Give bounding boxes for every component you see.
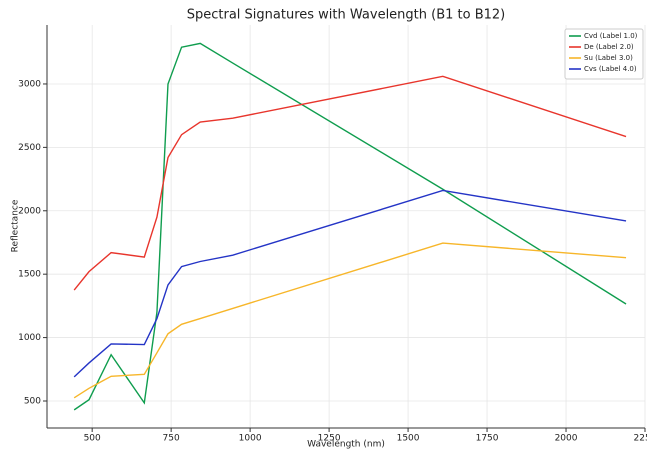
y-tick-label: 500 (24, 396, 41, 406)
x-tick-label: 750 (163, 434, 180, 444)
x-axis-label: Wavelength (nm) (307, 440, 385, 450)
legend-box (564, 28, 644, 80)
series-line (73, 242, 627, 399)
series-line (73, 189, 627, 378)
legend-label: Su (Label 3.0) (584, 54, 633, 62)
y-tick-label: 3000 (18, 79, 41, 89)
x-tick-label: 1500 (397, 434, 420, 444)
x-tick-label: 1250 (318, 434, 341, 444)
legend-label: Cvd (Label 1.0) (584, 32, 638, 40)
y-tick-label: 2000 (18, 206, 41, 216)
y-tick-label: 2500 (18, 143, 41, 153)
x-tick-label: 500 (84, 434, 101, 444)
chart-title: Spectral Signatures with Wavelength (B1 … (187, 8, 506, 23)
series-line (73, 42, 627, 411)
y-tick-label: 1500 (18, 270, 41, 280)
x-tick-label: 1000 (239, 434, 262, 444)
x-tick-label: 1750 (476, 434, 499, 444)
x-tick-label: 2250 (634, 434, 647, 444)
x-tick-label: 2000 (555, 434, 578, 444)
legend-label: De (Label 2.0) (584, 43, 634, 51)
y-tick-label: 1000 (18, 333, 41, 343)
series-line (73, 75, 627, 291)
y-axis-label: Reflectance (11, 199, 21, 252)
legend-label: Cvs (Label 4.0) (584, 65, 637, 73)
